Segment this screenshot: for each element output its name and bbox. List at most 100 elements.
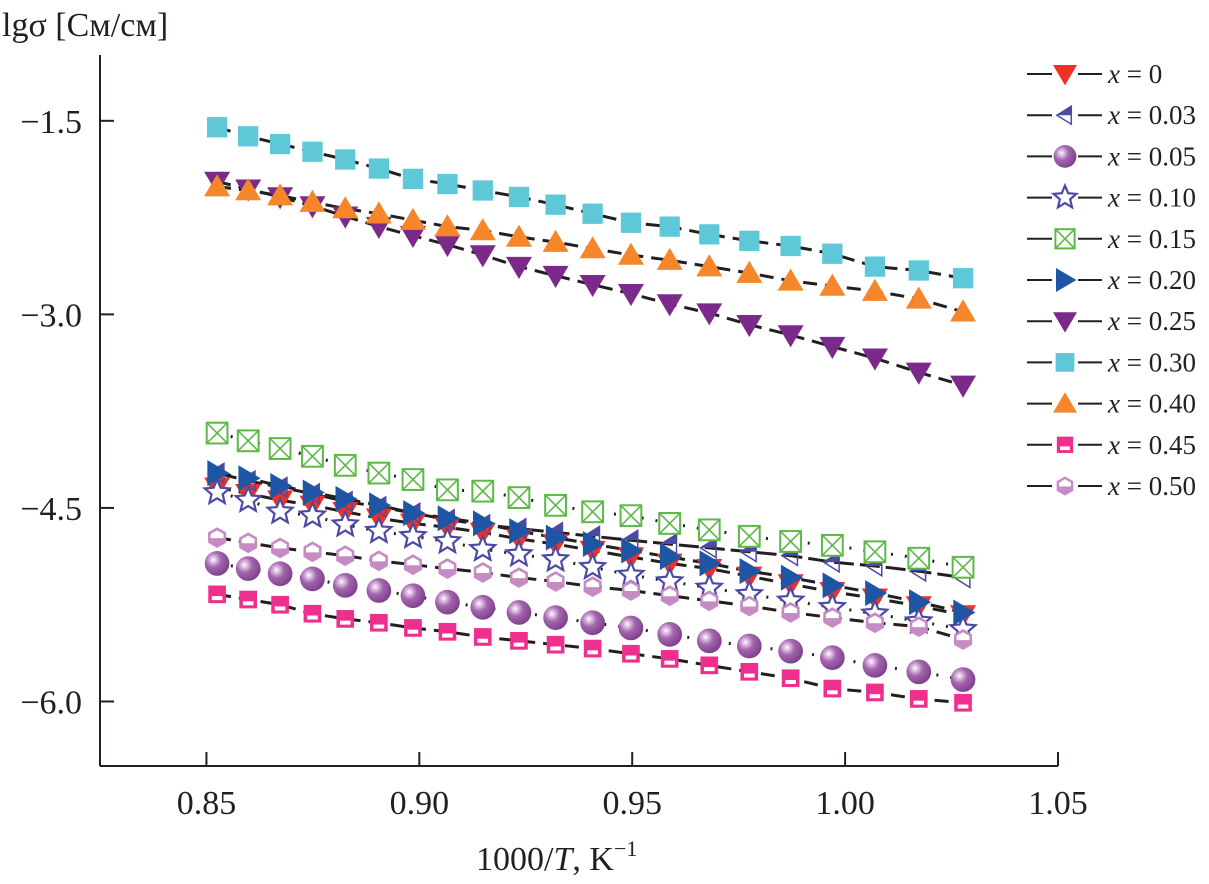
- data-point: [739, 230, 760, 251]
- marker-shape: [542, 229, 569, 252]
- marker-shape: [402, 168, 424, 190]
- marker-shape: [270, 472, 293, 499]
- y-tick-label: −4.5: [20, 491, 82, 528]
- marker-shape: [542, 265, 569, 289]
- marker-inner: [624, 583, 638, 592]
- marker-cross: [738, 525, 761, 548]
- data-point: [822, 572, 845, 599]
- marker-shape: [508, 186, 530, 208]
- data-point: [505, 224, 532, 247]
- marker-inner: [663, 588, 677, 597]
- marker-shape: [781, 669, 800, 688]
- data-point: [435, 589, 460, 615]
- legend-label: x = 0.03: [1107, 100, 1196, 130]
- marker-shape: [400, 583, 426, 609]
- data-point: [819, 336, 846, 359]
- marker-inner: [913, 700, 925, 705]
- marker-shape: [582, 203, 603, 224]
- legend-marker-icon: [1056, 268, 1077, 292]
- marker-shape: [302, 479, 325, 506]
- marker-shape: [909, 589, 932, 616]
- marker-shape: [656, 247, 683, 270]
- marker-outline: [699, 536, 717, 560]
- marker-shape: [271, 595, 289, 614]
- marker-inner: [442, 633, 453, 638]
- data-point: [507, 486, 531, 510]
- marker-shape: [579, 236, 606, 259]
- data-point: [434, 234, 461, 258]
- marker-shape: [1050, 182, 1080, 210]
- marker-shape: [434, 234, 461, 258]
- marker-shape: [506, 600, 532, 625]
- y-tick-label: −6.0: [20, 684, 82, 721]
- data-point: [233, 484, 264, 514]
- data-point: [951, 555, 975, 579]
- data-point: [271, 537, 290, 559]
- data-point: [579, 274, 606, 298]
- data-point: [819, 645, 845, 670]
- legend: x = 0x = 0.03x = 0.05x = 0.10x = 0.15x =…: [1027, 59, 1196, 501]
- marker-inner: [664, 660, 675, 665]
- marker-shape: [905, 286, 932, 309]
- marker-inner: [407, 629, 419, 634]
- legend-item: x = 0.10: [1027, 183, 1196, 213]
- data-point: [740, 662, 759, 681]
- marker-shape: [467, 533, 498, 563]
- marker-shape: [1055, 353, 1075, 372]
- data-point: [473, 562, 492, 583]
- data-point: [819, 273, 846, 296]
- marker-shape: [865, 580, 888, 607]
- data-point: [659, 216, 680, 237]
- data-point: [303, 541, 322, 563]
- data-point: [370, 613, 388, 632]
- marker-shape: [656, 294, 683, 317]
- marker-inner: [825, 610, 839, 619]
- data-point: [302, 479, 325, 506]
- data-point: [823, 679, 842, 698]
- marker-shape: [336, 610, 355, 628]
- data-point: [777, 325, 804, 348]
- marker-shape: [1056, 436, 1074, 453]
- marker-cross: [367, 462, 390, 485]
- x-axis-title-prefix: 1000/: [476, 841, 554, 878]
- marker-inner: [912, 619, 926, 628]
- marker-cross: [698, 518, 721, 541]
- data-point: [864, 256, 886, 277]
- marker-inner: [406, 557, 420, 566]
- series-markers-group: [208, 585, 972, 712]
- legend-label-var: x: [1107, 100, 1120, 130]
- marker-inner: [242, 601, 254, 606]
- legend-item: x = 0: [1027, 59, 1162, 89]
- data-point: [510, 631, 528, 650]
- marker-shape: [778, 638, 803, 664]
- marker-shape: [819, 645, 845, 670]
- legend-label-var: x: [1107, 347, 1120, 377]
- marker-cross: [581, 500, 604, 523]
- marker-shape: [265, 495, 296, 525]
- marker-shape: [404, 619, 422, 637]
- legend-label-var: x: [1107, 265, 1120, 295]
- marker-inner: [241, 535, 255, 544]
- marker-shape: [469, 218, 496, 241]
- data-point: [400, 583, 426, 609]
- data-point: [402, 168, 424, 190]
- legend-label: x = 0.05: [1107, 141, 1196, 171]
- data-point: [404, 619, 422, 637]
- marker-shape: [543, 605, 568, 630]
- marker-cross: [821, 534, 844, 557]
- marker-inner: [744, 673, 755, 678]
- data-point: [660, 650, 679, 668]
- data-point: [300, 566, 325, 592]
- series-markers-group: [208, 527, 973, 650]
- marker-shape: [204, 174, 231, 197]
- y-axis-title: lgσ [См/см]: [2, 7, 168, 44]
- marker-shape: [617, 242, 644, 265]
- marker-shape: [399, 225, 426, 249]
- legend-label: x = 0.50: [1107, 471, 1196, 501]
- data-point: [299, 189, 326, 212]
- marker-inner: [742, 598, 756, 607]
- marker-inner: [476, 565, 490, 573]
- data-point: [583, 639, 602, 658]
- marker-inner: [1060, 446, 1070, 451]
- data-point: [621, 537, 644, 564]
